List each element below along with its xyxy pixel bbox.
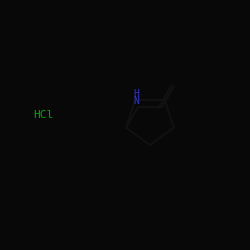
Text: N: N (134, 96, 140, 106)
Text: HCl: HCl (34, 110, 54, 120)
Text: H: H (134, 89, 140, 99)
